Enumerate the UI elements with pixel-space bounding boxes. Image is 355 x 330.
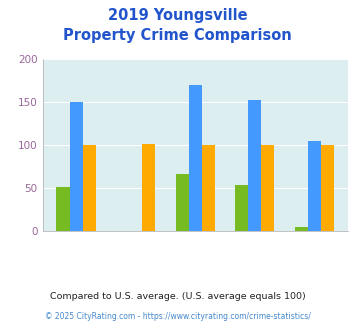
Bar <box>202 145 215 231</box>
Bar <box>70 102 83 231</box>
Text: Compared to U.S. average. (U.S. average equals 100): Compared to U.S. average. (U.S. average … <box>50 292 305 301</box>
Bar <box>321 145 334 231</box>
Bar <box>176 174 189 231</box>
Bar <box>142 144 155 231</box>
Bar <box>83 145 96 231</box>
Text: © 2025 CityRating.com - https://www.cityrating.com/crime-statistics/: © 2025 CityRating.com - https://www.city… <box>45 312 310 321</box>
Bar <box>235 185 248 231</box>
Bar <box>248 100 261 231</box>
Bar <box>295 227 308 231</box>
Bar <box>308 141 321 231</box>
Legend: Youngsville, Louisiana, National: Youngsville, Louisiana, National <box>40 326 350 330</box>
Bar <box>261 145 274 231</box>
Text: 2019 Youngsville: 2019 Youngsville <box>108 8 247 23</box>
Bar <box>56 187 70 231</box>
Text: Property Crime Comparison: Property Crime Comparison <box>63 28 292 43</box>
Bar <box>189 85 202 231</box>
